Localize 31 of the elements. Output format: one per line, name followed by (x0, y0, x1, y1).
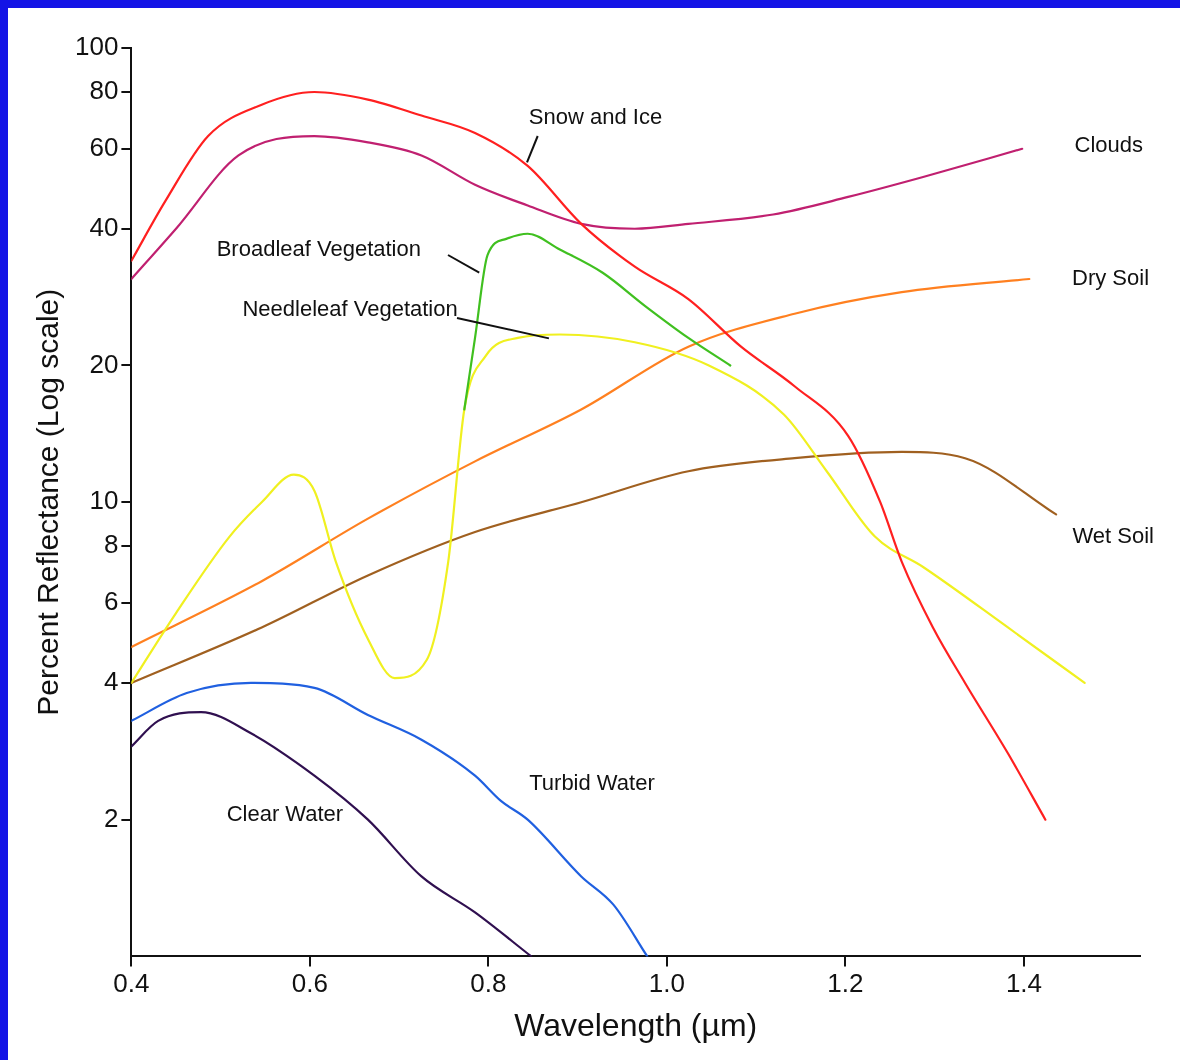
text: Broadleaf Vegetation (216, 235, 421, 261)
series-label: Turbid Water (529, 769, 655, 795)
y-tick-label: 20 (89, 348, 119, 379)
text: Needleleaf Vegetation (242, 296, 458, 322)
line-series (463, 232, 732, 411)
line-series (131, 450, 1058, 685)
series-label: Snow and Ice (528, 104, 663, 130)
line-series (131, 90, 1047, 821)
y-axis-title: Percent Reflectance (Log scale) (31, 288, 65, 716)
line-series (131, 277, 1031, 649)
x-tick-label: 0.4 (113, 968, 150, 999)
series-label: Dry Soil (1072, 265, 1150, 291)
text: Clouds (1074, 131, 1143, 157)
y-tick-label: 80 (89, 75, 119, 106)
series-label: Wet Soil (1072, 522, 1154, 548)
y-tick-label: 10 (89, 485, 119, 516)
x-tick-label: 1.4 (1005, 968, 1043, 999)
y-tick-label: 6 (103, 586, 119, 617)
x-axis-title: Wavelength (µm) (514, 1006, 758, 1043)
x-tick-label: 1.2 (827, 968, 864, 999)
y-tick-label: 2 (103, 802, 119, 833)
y-tick-label: 100 (74, 31, 119, 62)
y-tick-label: 60 (89, 131, 119, 162)
y-tick-label: 40 (89, 211, 119, 242)
series-label: Clear Water (226, 800, 344, 826)
line-series (131, 134, 1024, 281)
y-tick-label: 4 (103, 666, 119, 697)
x-tick-label: 0.8 (470, 968, 507, 999)
x-tick-label: 0.6 (291, 968, 328, 999)
y-tick-label: 8 (103, 529, 119, 560)
x-tick-label: 1.0 (648, 968, 686, 999)
